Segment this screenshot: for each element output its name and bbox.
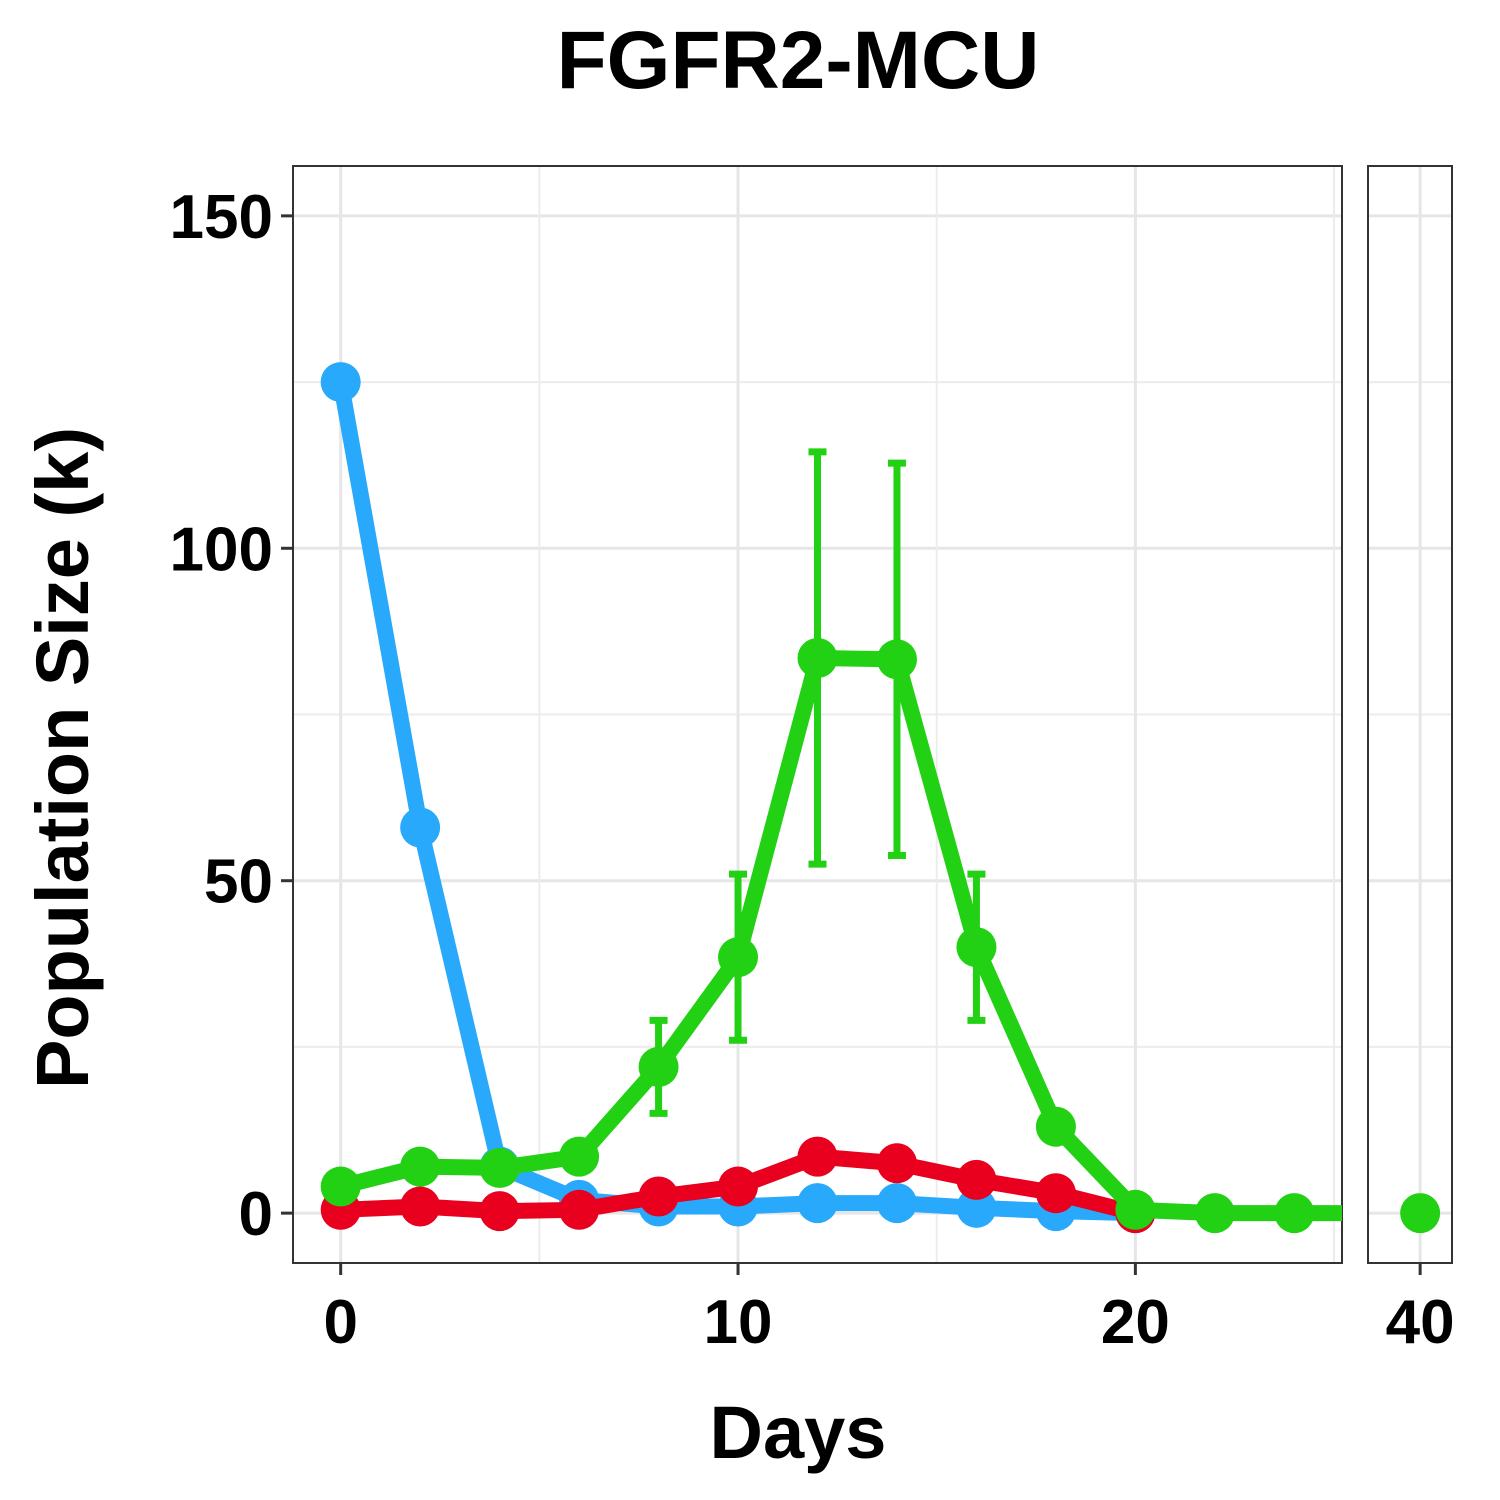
x-tick-label: 10: [704, 1288, 773, 1357]
data-point: [638, 1176, 679, 1217]
data-point: [1194, 1193, 1235, 1234]
data-point: [1035, 1173, 1076, 1214]
series-red-panel: [320, 1136, 1156, 1234]
data-point: [559, 1189, 600, 1230]
series-green: [320, 448, 1441, 1234]
x-axis: 0 10 20 40: [323, 1263, 1455, 1357]
data-point: [400, 807, 441, 848]
data-point: [320, 1166, 361, 1207]
panel-border: [1367, 165, 1453, 1264]
data-point: [559, 1136, 600, 1177]
data-point: [956, 927, 997, 968]
data-point: [638, 1046, 679, 1087]
data-point: [320, 362, 361, 403]
data-point: [400, 1146, 441, 1187]
data-point: [876, 639, 917, 680]
series-red: [320, 1136, 1156, 1234]
data-point: [797, 1183, 838, 1224]
series-green-panel: [1400, 1193, 1441, 1234]
x-tick-label: 20: [1101, 1288, 1170, 1357]
x-tick-label: 40: [1386, 1288, 1455, 1357]
data-point: [1035, 1106, 1076, 1147]
data-point: [797, 1136, 838, 1177]
data-point: [956, 1159, 997, 1200]
series-layer: [320, 362, 1441, 1234]
data-point: [718, 1166, 759, 1207]
y-tick-label: 100: [170, 515, 273, 584]
y-tick-label: 50: [204, 848, 273, 917]
data-point: [1115, 1189, 1156, 1230]
panel-border: [292, 165, 1343, 1264]
data-point: [1400, 1193, 1441, 1234]
series-green-panel: [320, 448, 1342, 1234]
data-point: [718, 937, 759, 978]
data-point: [479, 1191, 520, 1232]
data-point: [400, 1186, 441, 1227]
panel-right: [1367, 165, 1453, 1264]
chart-title: FGFR2-MCU: [557, 15, 1040, 106]
data-point: [479, 1147, 520, 1188]
data-point: [797, 637, 838, 678]
y-axis: 0 50 100 150: [170, 183, 293, 1249]
y-tick-label: 0: [239, 1180, 273, 1249]
x-axis-title: Days: [710, 1391, 887, 1474]
data-point: [956, 1187, 997, 1228]
data-point: [876, 1183, 917, 1224]
data-point: [876, 1143, 917, 1184]
y-axis-title: Population Size (k): [21, 427, 104, 1089]
y-tick-label: 150: [170, 183, 273, 252]
x-tick-label: 0: [323, 1288, 357, 1357]
panel-main: [292, 165, 1343, 1264]
data-point: [1274, 1193, 1315, 1234]
